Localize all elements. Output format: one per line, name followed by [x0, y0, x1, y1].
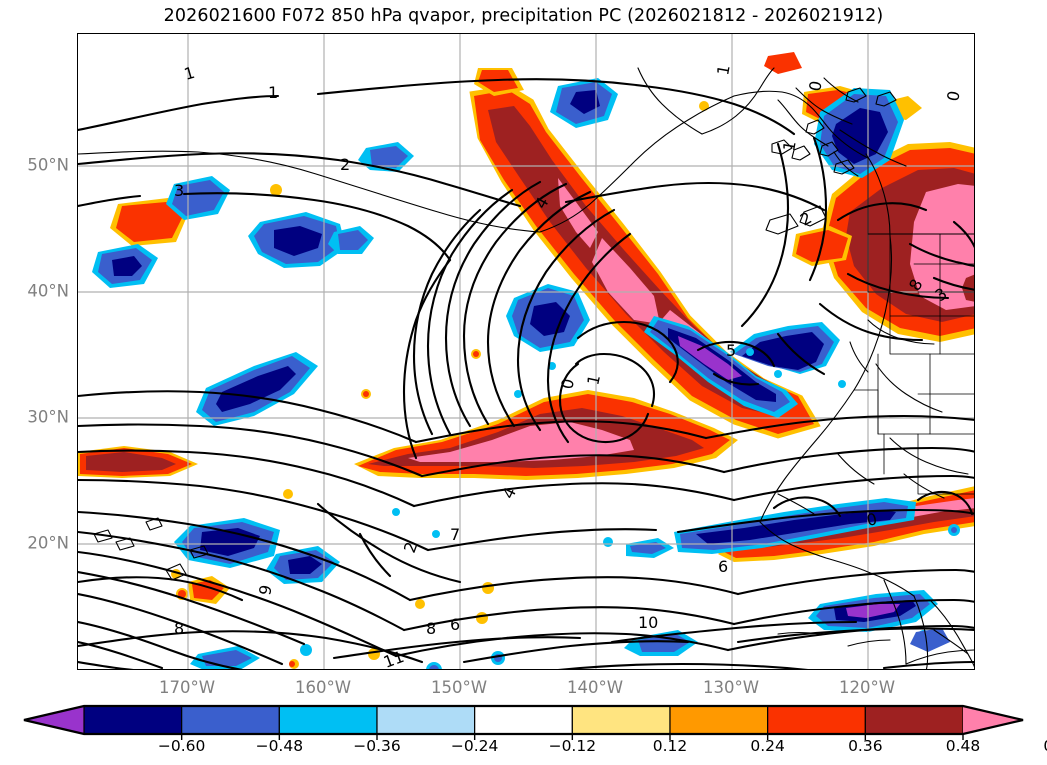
anomaly-band-negative-northeast-diagonal [730, 322, 840, 374]
svg-text:2: 2 [340, 155, 350, 174]
svg-text:1: 1 [779, 139, 799, 152]
colorbar-band [864, 705, 964, 735]
qvapor-contour-lines [78, 78, 974, 669]
figure-title: 2026021600 F072 850 hPa qvapor, precipit… [163, 6, 884, 26]
colorbar-band [767, 705, 866, 735]
colorbar-tick-label: 0.60 [1043, 737, 1047, 755]
colorbar-tick-label: −0.12 [548, 737, 597, 755]
svg-text:7: 7 [450, 525, 460, 544]
x-tick-160w: 160°W [294, 678, 352, 697]
anomaly-region-continental-positive [820, 142, 974, 342]
anomaly-patch-negative-gulf-of-alaska [550, 78, 618, 128]
svg-text:8: 8 [426, 619, 436, 638]
x-tick-140w: 140°W [566, 678, 624, 697]
y-tick-20n: 20°N [27, 533, 69, 553]
anomaly-patch-subtropical-west [78, 446, 198, 478]
anomaly-patch-north-tip [474, 68, 524, 96]
colorbar[interactable]: −0.60 −0.48 −0.36 −0.24 −0.12 0.12 0.24 0.36 0.4… [0, 700, 1047, 765]
anomaly-patch-negative-aleutian [248, 212, 374, 268]
colorbar-band [474, 705, 573, 735]
svg-text:9: 9 [255, 583, 275, 596]
svg-text:5: 5 [726, 341, 736, 360]
svg-text:0: 0 [865, 509, 879, 530]
colorbar-band [669, 705, 769, 735]
colorbar-band [571, 705, 671, 735]
svg-text:6: 6 [718, 557, 728, 576]
colorbar-band [278, 705, 378, 735]
anomaly-patch-negative-central [506, 284, 590, 352]
anomaly-patch-negative-sw-diagonal [92, 176, 318, 426]
map-gridlines [78, 34, 974, 669]
anomaly-patch-west-small-1 [110, 198, 188, 246]
colorbar-swatches[interactable] [0, 700, 1047, 740]
svg-text:1: 1 [268, 83, 278, 102]
y-tick-30n: 30°N [27, 407, 69, 427]
svg-text:1: 1 [713, 63, 733, 76]
svg-text:0: 0 [943, 89, 963, 102]
map-canvas: 1 1 2 3 4 2 3 0 1 5 6 4 8 9 8 6 10 [78, 34, 974, 670]
x-tick-120w: 120°W [838, 678, 896, 697]
anomaly-band-negative-southeast [644, 316, 798, 418]
colorbar-band [376, 705, 476, 735]
svg-text:6: 6 [450, 615, 460, 634]
colorbar-tick-label: 0.12 [652, 737, 688, 755]
x-tick-150w: 150°W [430, 678, 488, 697]
svg-text:3: 3 [174, 181, 184, 200]
colorbar-tick-label: 0.24 [750, 737, 785, 755]
map-axes[interactable]: 1 1 2 3 4 2 3 0 1 5 6 4 8 9 8 6 10 [77, 33, 975, 670]
svg-text:0: 0 [805, 79, 825, 92]
svg-text:8: 8 [174, 619, 184, 638]
svg-text:1: 1 [182, 63, 197, 84]
colorbar-tick-label: 0.36 [848, 737, 883, 755]
y-tick-40n: 40°N [27, 281, 69, 301]
colorbar-tick-label: −0.24 [450, 737, 499, 755]
svg-text:10: 10 [638, 613, 658, 632]
colorbar-band [181, 705, 280, 735]
colorbar-tick-label: −0.60 [157, 737, 206, 755]
x-tick-130w: 130°W [702, 678, 760, 697]
colorbar-band-under [24, 706, 84, 734]
colorbar-band [83, 705, 183, 735]
svg-text:11: 11 [381, 647, 407, 670]
colorbar-band-over [963, 706, 1023, 734]
colorbar-tick-label: −0.48 [255, 737, 304, 755]
colorbar-tick-label: 0.48 [945, 737, 981, 755]
filled-anomaly-contours [78, 52, 974, 669]
svg-text:1: 1 [583, 373, 604, 387]
colorbar-tick-label: −0.36 [353, 737, 401, 755]
x-tick-170w: 170°W [158, 678, 216, 697]
svg-text:0: 0 [557, 377, 578, 391]
y-tick-50n: 50°N [27, 155, 69, 175]
